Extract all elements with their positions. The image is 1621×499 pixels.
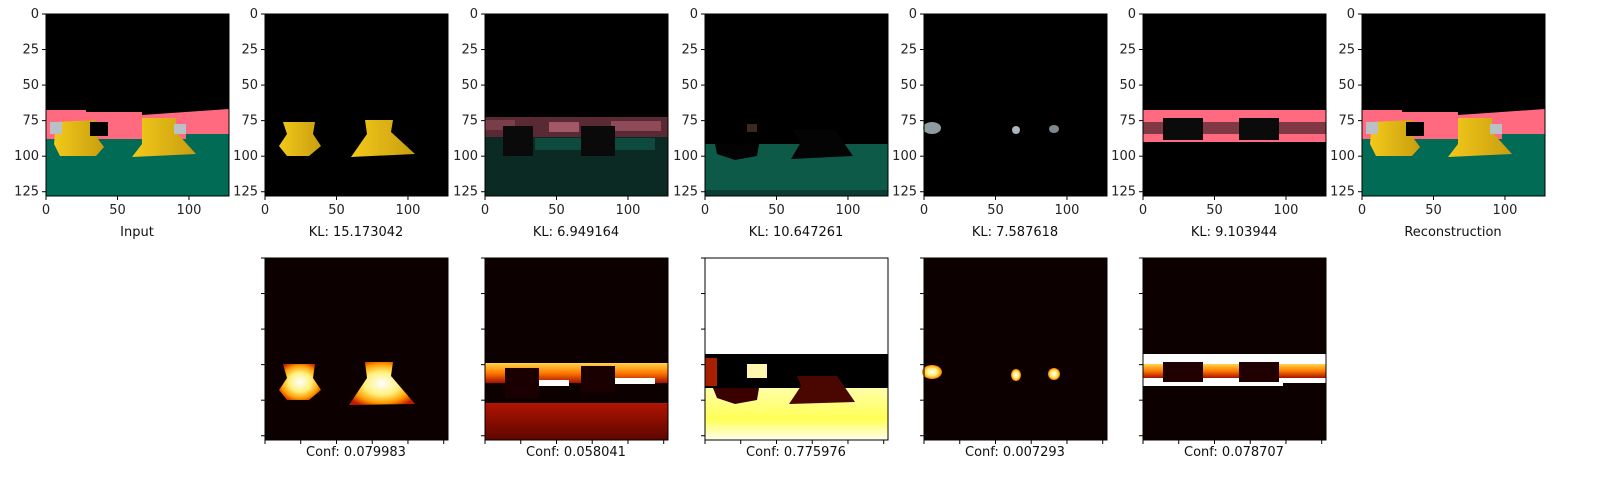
y-tick-label: 100	[453, 149, 478, 164]
y-tick-label: 25	[22, 43, 39, 58]
kl-panel-4	[923, 14, 1107, 196]
x-tick-label: 50	[768, 203, 785, 218]
x-tick-label: 100	[836, 203, 861, 218]
kl-panel-2	[485, 14, 668, 196]
y-tick-label: 125	[14, 185, 39, 200]
caption-kl-3: KL: 10.647261	[749, 225, 844, 240]
x-tick-label: 100	[1493, 203, 1518, 218]
y-tick-label: 125	[453, 185, 478, 200]
caption-kl-1: KL: 15.173042	[309, 225, 404, 240]
y-tick-label: 0	[1347, 7, 1355, 22]
x-tick-label: 0	[701, 203, 709, 218]
caption-kl-4: KL: 7.587618	[972, 225, 1058, 240]
y-tick-label: 25	[461, 43, 478, 58]
caption-conf-2: Conf: 0.058041	[526, 445, 626, 460]
x-tick-label: 0	[1139, 203, 1147, 218]
x-tick-label: 0	[261, 203, 269, 218]
conf-panel-3	[705, 258, 888, 440]
y-tick-label: 100	[1330, 149, 1355, 164]
y-tick-label: 0	[690, 7, 698, 22]
y-tick-label: 125	[1111, 185, 1136, 200]
caption-conf-3: Conf: 0.775976	[746, 445, 846, 460]
y-tick-label: 100	[14, 149, 39, 164]
conf-panel-2	[485, 258, 668, 440]
conf-panel-1	[265, 258, 448, 440]
kl-panel-3	[705, 14, 888, 196]
y-tick-label: 50	[1338, 78, 1355, 93]
y-tick-label: 25	[241, 43, 258, 58]
caption-kl-2: KL: 6.949164	[533, 225, 619, 240]
x-tick-label: 100	[616, 203, 641, 218]
y-tick-label: 50	[241, 78, 258, 93]
y-tick-label: 125	[1330, 185, 1355, 200]
y-tick-label: 0	[250, 7, 258, 22]
y-tick-label: 50	[461, 78, 478, 93]
y-tick-label: 75	[461, 114, 478, 129]
x-tick-label: 50	[109, 203, 126, 218]
y-tick-label: 50	[681, 78, 698, 93]
input-panel	[46, 14, 229, 196]
x-tick-label: 50	[548, 203, 565, 218]
y-tick-label: 25	[900, 43, 917, 58]
y-tick-label: 50	[22, 78, 39, 93]
y-tick-label: 125	[233, 185, 258, 200]
x-tick-label: 100	[1274, 203, 1299, 218]
x-tick-label: 50	[1206, 203, 1223, 218]
x-tick-label: 0	[42, 203, 50, 218]
x-tick-label: 0	[1358, 203, 1366, 218]
y-tick-label: 75	[22, 114, 39, 129]
y-tick-label: 100	[1111, 149, 1136, 164]
y-tick-label: 75	[241, 114, 258, 129]
x-tick-label: 100	[177, 203, 202, 218]
x-tick-label: 50	[328, 203, 345, 218]
y-tick-label: 25	[681, 43, 698, 58]
caption-conf-4: Conf: 0.007293	[965, 445, 1065, 460]
y-tick-label: 75	[681, 114, 698, 129]
x-tick-label: 100	[1055, 203, 1080, 218]
x-tick-label: 100	[396, 203, 421, 218]
caption-conf-1: Conf: 0.079983	[306, 445, 406, 460]
x-tick-label: 0	[481, 203, 489, 218]
kl-panel-1	[265, 14, 448, 196]
y-tick-label: 125	[892, 185, 917, 200]
caption-reconstruction: Reconstruction	[1404, 225, 1501, 240]
y-tick-label: 125	[673, 185, 698, 200]
y-tick-label: 25	[1338, 43, 1355, 58]
kl-panel-5	[1143, 14, 1326, 196]
caption-kl-5: KL: 9.103944	[1191, 225, 1277, 240]
y-tick-label: 100	[673, 149, 698, 164]
x-tick-label: 50	[987, 203, 1004, 218]
y-tick-label: 75	[1338, 114, 1355, 129]
y-tick-label: 0	[1128, 7, 1136, 22]
conf-panel-5	[1143, 258, 1326, 440]
x-tick-label: 0	[920, 203, 928, 218]
y-tick-label: 50	[900, 78, 917, 93]
y-tick-label: 100	[233, 149, 258, 164]
reconstruction-panel	[1362, 14, 1545, 196]
y-tick-label: 0	[470, 7, 478, 22]
y-tick-label: 75	[1119, 114, 1136, 129]
y-tick-label: 0	[31, 7, 39, 22]
y-tick-label: 100	[892, 149, 917, 164]
caption-input: Input	[120, 225, 154, 240]
x-tick-label: 50	[1425, 203, 1442, 218]
caption-conf-5: Conf: 0.078707	[1184, 445, 1284, 460]
conf-panel-4	[922, 258, 1107, 440]
y-tick-label: 25	[1119, 43, 1136, 58]
y-tick-label: 50	[1119, 78, 1136, 93]
y-tick-label: 0	[909, 7, 917, 22]
y-tick-label: 75	[900, 114, 917, 129]
